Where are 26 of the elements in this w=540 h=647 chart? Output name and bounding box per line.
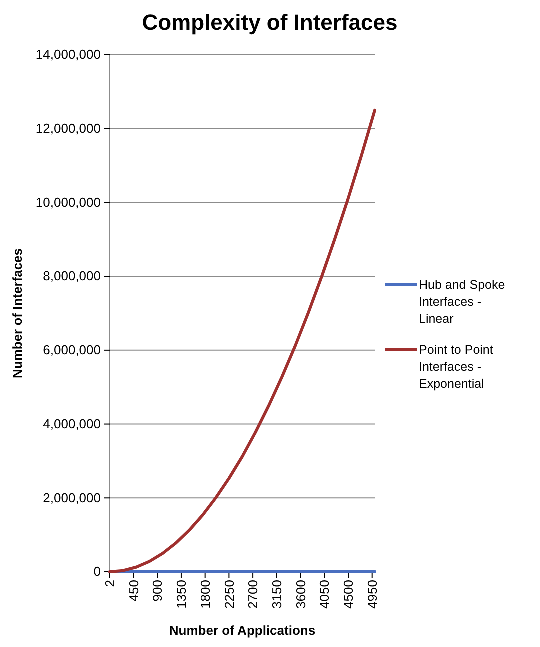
x-tick-label: 1350 [174, 580, 190, 609]
legend-label: Hub and Spoke Interfaces - Linear [419, 278, 506, 326]
y-tick-label: 10,000,000 [36, 194, 101, 210]
chart-title: Complexity of Interfaces [142, 10, 398, 35]
x-axis-title: Number of Applications [169, 623, 316, 638]
x-tick-label: 450 [126, 580, 142, 602]
x-tick-label: 900 [150, 580, 166, 602]
y-tick-label: 14,000,000 [36, 47, 101, 62]
x-tick-label: 2700 [246, 580, 261, 609]
x-tick-label: 3150 [269, 580, 284, 609]
y-tick-label: 6,000,000 [43, 342, 101, 358]
x-tick-label: 4950 [364, 580, 380, 609]
y-tick-label: 4,000,000 [43, 416, 101, 432]
y-tick-label: 8,000,000 [43, 268, 101, 284]
y-tick-label: 12,000,000 [36, 121, 101, 136]
x-tick-label: 2 [102, 580, 118, 588]
y-tick-label: 2,000,000 [43, 490, 101, 506]
legend-label: Point to Point Interfaces - Exponential [419, 343, 494, 391]
x-tick-label: 4500 [341, 580, 356, 609]
x-tick-label: 1800 [198, 580, 213, 609]
x-tick-label: 3600 [293, 580, 308, 609]
y-tick-label: 0 [94, 564, 101, 580]
x-tick-label: 2250 [222, 580, 237, 609]
x-tick-label: 4050 [317, 580, 332, 609]
y-axis-title: Number of Interfaces [10, 248, 25, 379]
line-series [108, 108, 376, 574]
